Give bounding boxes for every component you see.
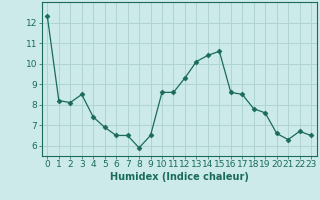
X-axis label: Humidex (Indice chaleur): Humidex (Indice chaleur) bbox=[110, 172, 249, 182]
